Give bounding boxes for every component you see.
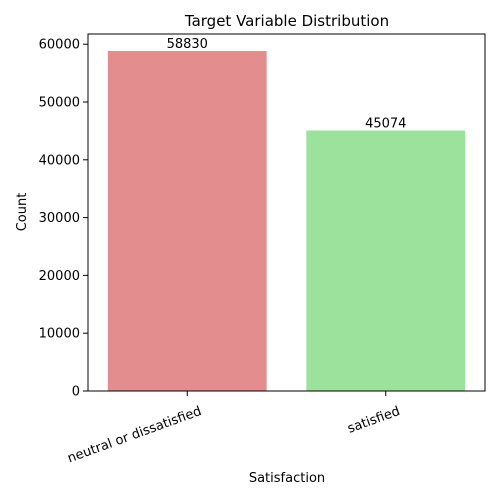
x-tick-label-0: neutral or dissatisfied (66, 404, 204, 466)
y-axis: 0 10000 20000 30000 40000 50000 60000 (39, 38, 88, 400)
y-tick-label-1: 10000 (39, 327, 80, 342)
plot-frame (87, 33, 486, 392)
y-tick-label-4: 40000 (39, 153, 80, 168)
y-tick-label-5: 50000 (39, 96, 80, 111)
y-axis-label: Count (15, 193, 30, 232)
data-label-1: 45074 (365, 116, 406, 131)
x-tick-label-1: satisfied (346, 404, 403, 437)
x-axis: neutral or dissatisfied satisfied (66, 391, 402, 466)
y-tick-label-0: 0 (72, 385, 80, 400)
bars-layer (107, 50, 466, 392)
bar-0 (107, 50, 267, 391)
data-label-0: 58830 (167, 37, 208, 52)
chart-title: Target Variable Distribution (184, 12, 389, 30)
y-tick-label-2: 20000 (39, 269, 80, 284)
y-tick-label-3: 30000 (39, 211, 80, 226)
y-tick-label-6: 60000 (39, 38, 80, 53)
x-axis-label: Satisfaction (249, 471, 325, 486)
bar-1 (306, 130, 466, 392)
data-labels-layer: 58830 45074 (167, 37, 407, 132)
